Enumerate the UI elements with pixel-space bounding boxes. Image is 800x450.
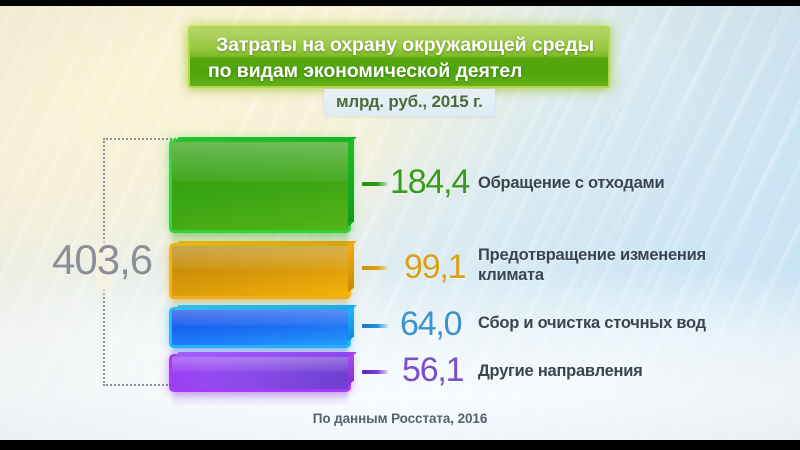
connector-dash-other	[362, 370, 388, 374]
bar-label-waste: Обращение с отходами	[478, 174, 665, 192]
bar-climate-side-face	[348, 241, 354, 293]
letterbox-top	[0, 0, 800, 6]
bar-water-front-face	[172, 310, 348, 345]
bar-waste-side-face	[348, 137, 354, 227]
bar-value-climate: 99,1	[404, 248, 467, 286]
connector-dash-waste	[362, 182, 388, 186]
bar-label-other: Другие направления	[478, 362, 643, 380]
connector-dash-water	[362, 324, 388, 328]
background-white-band	[0, 268, 800, 450]
bar-other	[172, 352, 357, 389]
bar-value-other: 56,1	[402, 351, 465, 389]
bar-reflection-water	[172, 346, 348, 360]
connector-dash-climate	[362, 266, 388, 270]
bar-label-climate-line-1: Предотвращение изменения	[478, 246, 706, 264]
bar-other-side-face	[348, 352, 354, 386]
bar-label-water: Сбор и очистка сточных вод	[478, 314, 706, 332]
bar-reflection-waste	[172, 232, 348, 254]
bar-reflection-other	[172, 391, 348, 407]
title-banner: Затраты на охрану окружающей среды по ви…	[190, 28, 608, 86]
bar-reflection-climate	[172, 296, 348, 312]
bar-water	[172, 305, 357, 345]
bar-waste-front-face	[172, 142, 348, 230]
source-note: По данным Росстата, 2016	[312, 411, 488, 426]
bar-label-climate: Предотвращение изменения климата	[478, 245, 706, 285]
bracket-text-gap	[96, 236, 112, 298]
letterbox-bottom	[0, 440, 800, 450]
bar-climate-front-face	[172, 246, 348, 296]
bar-other-front-face	[172, 357, 348, 389]
title-line-2: по видам экономической деятел	[208, 60, 523, 82]
subtitle-units: млрд. руб., 2015 г.	[324, 89, 495, 116]
bar-value-waste: 184,4	[390, 163, 470, 201]
bar-label-climate-line-2: климата	[478, 266, 544, 284]
bar-waste	[172, 137, 357, 230]
title-line-1: Затраты на охрану окружающей среды	[216, 34, 595, 56]
total-value: 403,6	[52, 236, 153, 283]
title-banner-text: Затраты на охрану окружающей среды по ви…	[190, 28, 608, 84]
bar-value-water: 64,0	[400, 305, 463, 343]
bar-water-side-face	[348, 305, 354, 342]
